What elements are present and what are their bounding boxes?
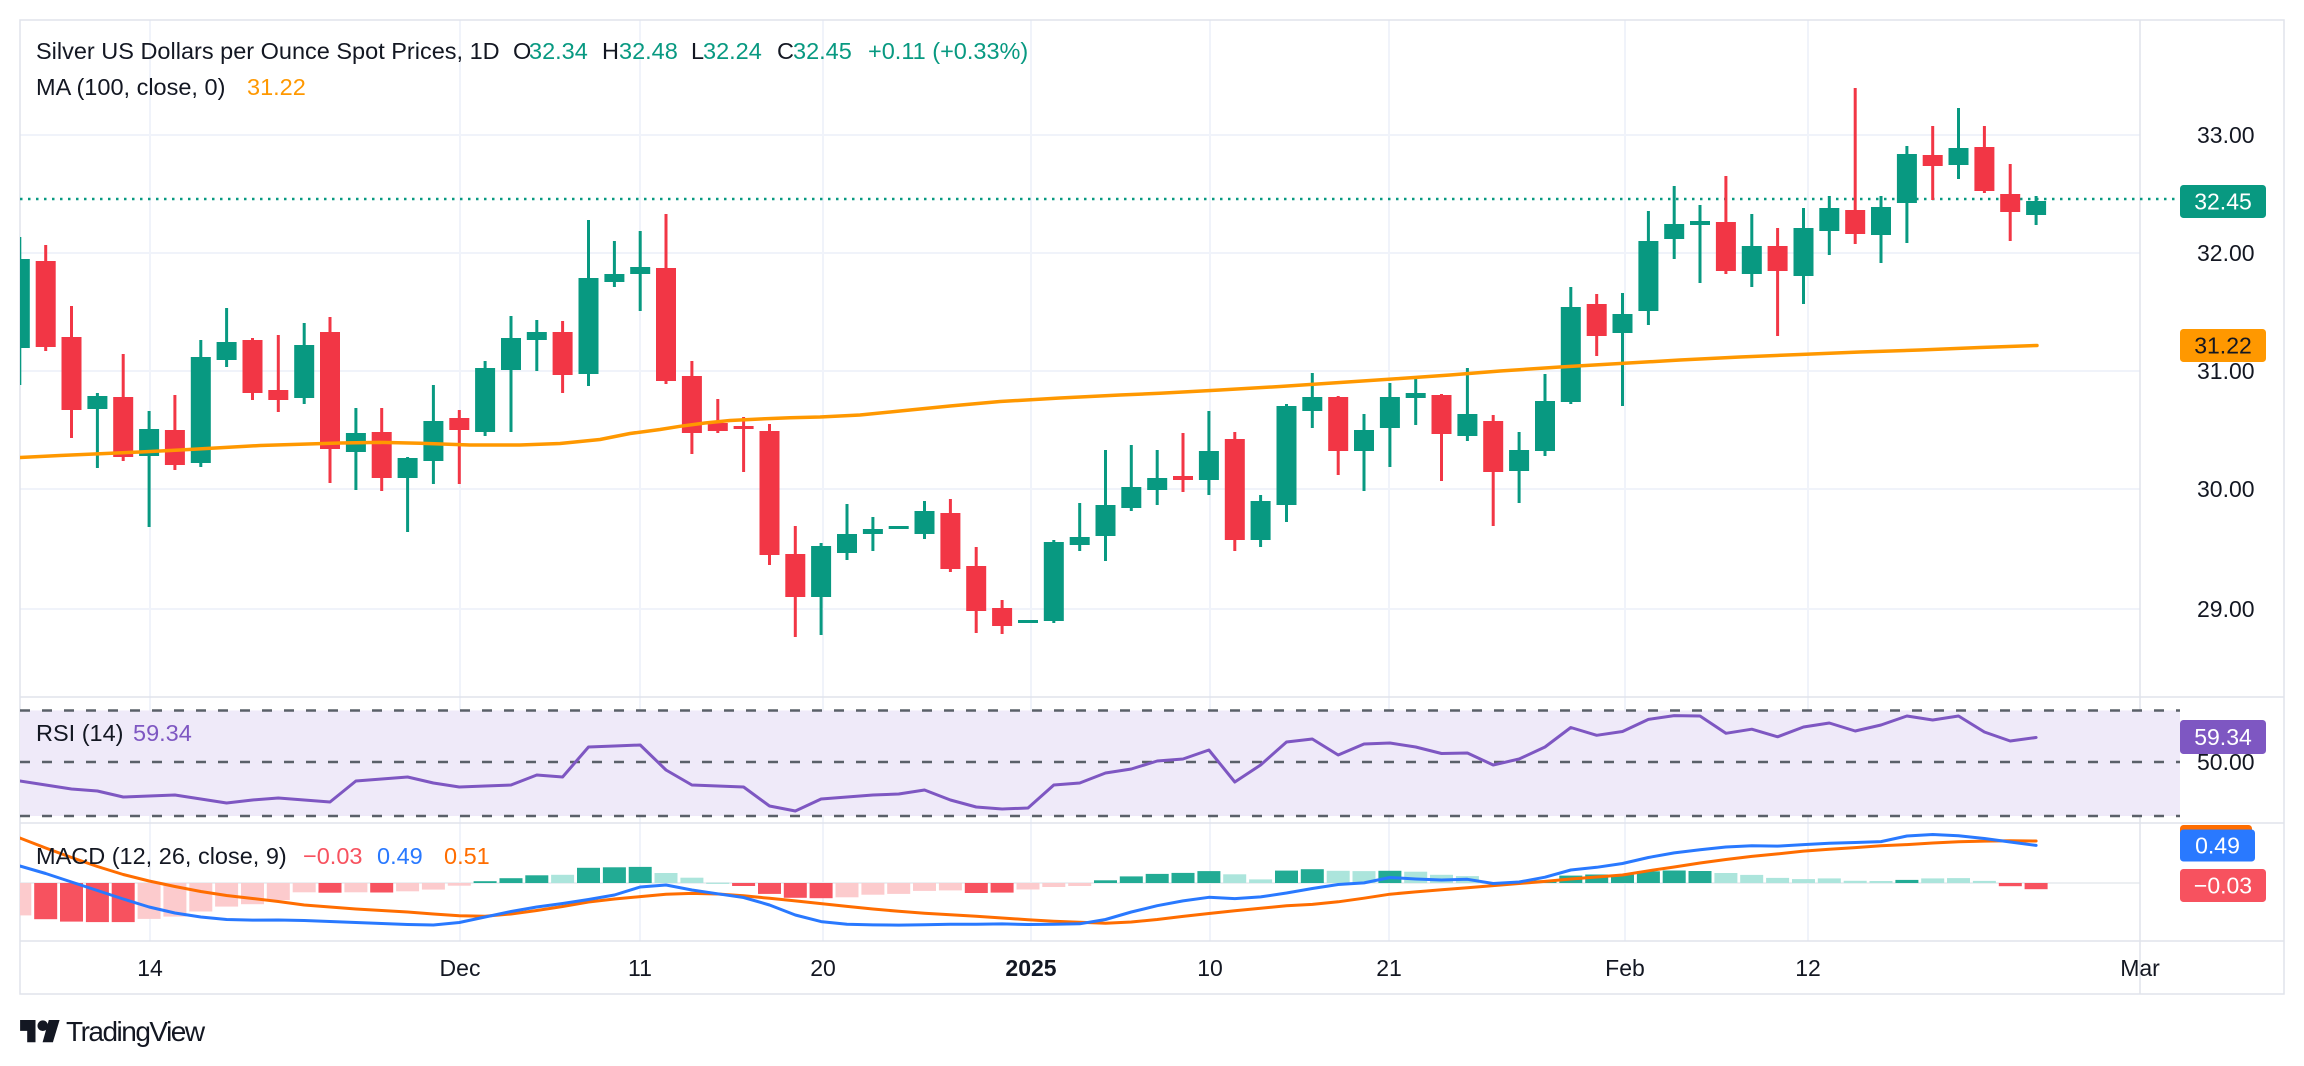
svg-text:10: 10 bbox=[1197, 955, 1223, 981]
svg-text:31.00: 31.00 bbox=[2197, 358, 2255, 384]
svg-text:32.45: 32.45 bbox=[793, 38, 852, 64]
svg-text:32.24: 32.24 bbox=[703, 38, 762, 64]
svg-text:32.45: 32.45 bbox=[2194, 189, 2252, 215]
svg-text:−0.03: −0.03 bbox=[2194, 873, 2252, 899]
svg-text:12: 12 bbox=[1795, 955, 1821, 981]
svg-text:H: H bbox=[602, 38, 619, 64]
svg-text:C: C bbox=[777, 38, 794, 64]
svg-text:+0.11 (+0.33%): +0.11 (+0.33%) bbox=[868, 38, 1028, 64]
svg-text:31.22: 31.22 bbox=[247, 74, 306, 100]
svg-text:2025: 2025 bbox=[1005, 955, 1056, 981]
svg-text:59.34: 59.34 bbox=[133, 720, 192, 746]
svg-text:L: L bbox=[691, 38, 704, 64]
svg-text:33.00: 33.00 bbox=[2197, 122, 2255, 148]
svg-text:30.00: 30.00 bbox=[2197, 476, 2255, 502]
svg-text:O: O bbox=[513, 38, 531, 64]
svg-text:59.34: 59.34 bbox=[2194, 724, 2252, 750]
svg-text:32.00: 32.00 bbox=[2197, 240, 2255, 266]
svg-text:TradingView: TradingView bbox=[66, 1016, 206, 1047]
svg-text:MACD (12, 26, close, 9): MACD (12, 26, close, 9) bbox=[36, 843, 287, 869]
svg-text:Dec: Dec bbox=[440, 955, 481, 981]
svg-text:14: 14 bbox=[137, 955, 163, 981]
svg-text:29.00: 29.00 bbox=[2197, 596, 2255, 622]
svg-text:32.48: 32.48 bbox=[619, 38, 678, 64]
svg-text:0.49: 0.49 bbox=[2195, 833, 2240, 859]
svg-text:Feb: Feb bbox=[1605, 955, 1645, 981]
svg-text:20: 20 bbox=[810, 955, 836, 981]
svg-text:21: 21 bbox=[1376, 955, 1402, 981]
svg-text:RSI (14): RSI (14) bbox=[36, 720, 124, 746]
svg-text:Silver US Dollars per Ounce Sp: Silver US Dollars per Ounce Spot Prices,… bbox=[36, 38, 500, 64]
svg-text:32.34: 32.34 bbox=[529, 38, 588, 64]
svg-text:31.22: 31.22 bbox=[2194, 333, 2252, 359]
svg-text:0.49: 0.49 bbox=[377, 843, 423, 869]
svg-text:−0.03: −0.03 bbox=[303, 843, 362, 869]
svg-text:0.51: 0.51 bbox=[444, 843, 490, 869]
svg-text:MA (100, close, 0): MA (100, close, 0) bbox=[36, 74, 225, 100]
svg-text:Mar: Mar bbox=[2120, 955, 2160, 981]
svg-text:11: 11 bbox=[628, 955, 652, 981]
